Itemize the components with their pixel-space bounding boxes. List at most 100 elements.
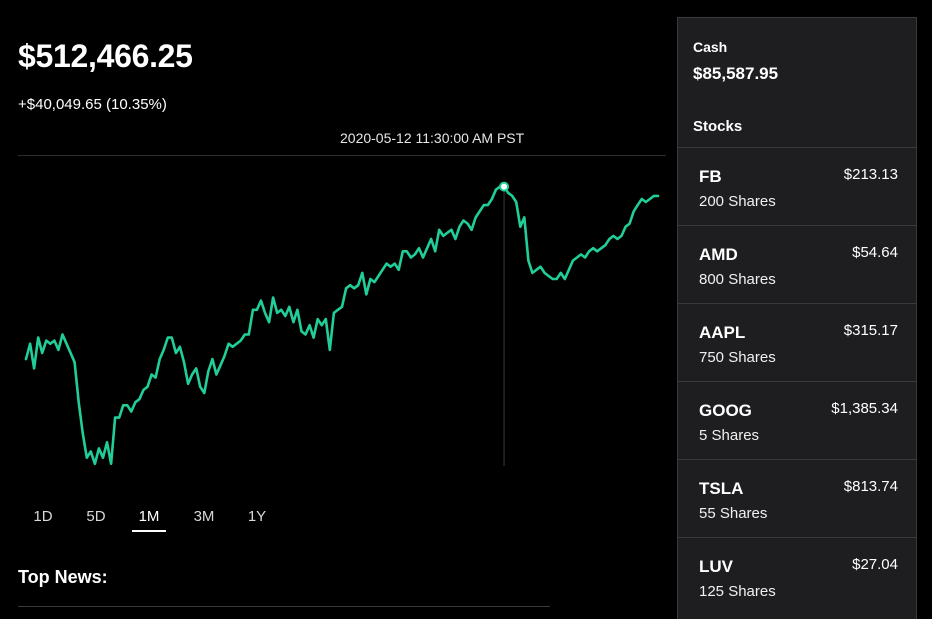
portfolio-change: +$40,049.65 (10.35%) [18,96,167,113]
holdings-sidebar: Cash $85,587.95 Stocks FB 200 Shares $21… [677,17,917,619]
chart-data-point [555,278,558,280]
stock-shares: 800 Shares [699,271,776,288]
chart-data-point [584,256,587,259]
chart-data-point [353,287,356,290]
chart-svg[interactable] [18,156,666,476]
stock-price: $315.17 [843,322,898,339]
chart-data-point [235,342,238,345]
chart-data-point [69,352,72,354]
chart-data-point [401,250,404,253]
stock-row-tsla[interactable]: TSLA 55 Shares $813.74 [678,459,916,537]
chart-data-point [652,194,655,197]
chart-data-point [243,333,246,336]
chart-data-point [199,385,202,388]
chart-data-point [174,352,177,354]
chart-data-point [142,388,145,391]
chart-data-point [211,358,214,361]
chart-data-point [223,355,226,357]
chart-data-point [45,339,48,342]
chart-data-point [65,342,68,345]
chart-data-point [567,268,570,271]
chart-data-point [494,188,497,191]
chart-data-point [648,198,651,200]
chart-data-point [563,278,566,280]
chart-data-point [559,271,562,274]
stock-shares: 5 Shares [699,427,760,444]
chart-divider [18,155,666,156]
chart-data-point [264,311,266,314]
chart-data-point [49,342,52,345]
chart-data-point [381,268,384,271]
chart-data-point [539,265,542,268]
chart-data-point [53,339,56,342]
range-tab-5d[interactable]: 5D [86,508,106,525]
chart-data-point [324,318,327,321]
chart-data-point [636,204,639,207]
portfolio-chart[interactable] [18,156,666,476]
chart-data-point [345,287,348,290]
chart-data-point [227,342,230,345]
chart-data-point [89,450,92,453]
chart-data-point [365,293,368,296]
chart-data-point [519,225,522,228]
stock-price: $27.04 [852,556,898,573]
chart-data-point [110,462,113,465]
stock-row-aapl[interactable]: AAPL 750 Shares $315.17 [678,303,916,381]
stock-shares: 55 Shares [699,505,768,522]
chart-data-point [122,404,125,407]
chart-data-point [640,198,643,200]
chart-data-point [462,219,465,222]
range-tab-3m[interactable]: 3M [193,508,215,525]
chart-data-point [268,321,271,324]
chart-data-point [434,250,437,253]
stock-row-fb[interactable]: FB 200 Shares $213.13 [678,147,916,225]
chart-data-point [203,392,206,394]
chart-data-point [418,247,420,250]
range-tab-1m[interactable]: 1M [132,506,166,532]
chart-data-point [596,250,599,253]
chart-data-point [166,336,169,339]
cash-value: $85,587.95 [693,64,779,83]
range-tab-1y[interactable]: 1Y [247,508,267,525]
chart-data-point [73,361,76,364]
chart-data-point [580,253,582,256]
range-tab-1d[interactable]: 1D [33,508,53,525]
stock-row-amd[interactable]: AMD 800 Shares $54.64 [678,225,916,303]
chart-data-point [154,376,157,379]
chart-data-point [466,222,469,225]
chart-data-point [37,336,40,339]
stock-row-luv[interactable]: LUV 125 Shares $27.04 [678,537,916,615]
stock-row-goog[interactable]: GOOG 5 Shares $1,385.34 [678,381,916,459]
chart-data-point [93,462,96,465]
stock-symbol: AAPL [699,323,746,342]
chart-data-point [146,385,149,388]
chart-data-point [632,210,635,213]
stock-price: $1,385.34 [831,400,898,417]
chart-data-point [405,250,408,253]
stock-symbol: LUV [699,557,733,576]
chart-data-point [571,259,574,262]
chart-data-point [527,259,530,262]
chart-data-point [531,271,534,274]
chart-data-point [183,361,185,364]
cash-label: Cash [693,39,728,55]
chart-data-point [341,305,343,308]
chart-data-point [422,256,424,259]
news-divider [18,606,550,607]
chart-data-point [470,228,473,231]
chart-data-point [61,333,64,336]
chart-data-point [349,284,352,287]
chart-data-point [134,401,137,404]
stock-price: $213.13 [843,166,898,183]
chart-data-point [118,416,121,419]
chart-data-point [150,373,153,376]
chart-data-point [102,456,104,459]
chart-data-point [187,382,190,385]
chart-data-point [57,348,60,351]
chart-data-point [576,256,578,259]
chart-data-point [158,358,161,361]
chart-data-point [191,373,194,376]
chart-data-point [600,247,603,250]
chart-data-point [624,225,627,228]
